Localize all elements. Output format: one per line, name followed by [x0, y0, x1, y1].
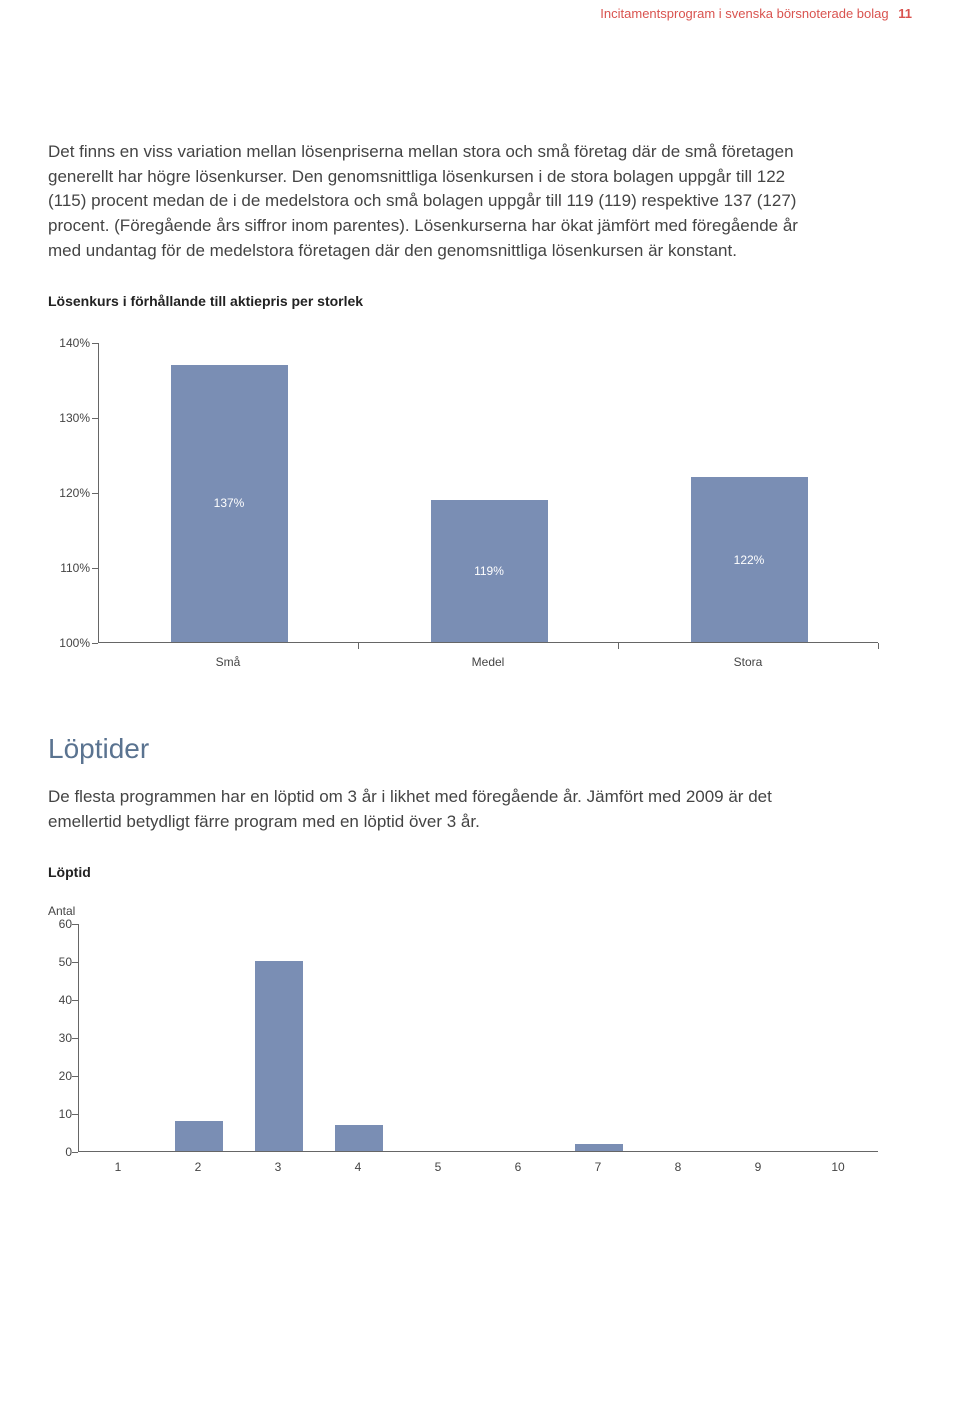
chart1-xtick-mark — [878, 643, 879, 649]
chart1-xtick-mark — [358, 643, 359, 649]
chart2-xlabel: 3 — [275, 1160, 282, 1174]
running-head: Incitamentsprogram i svenska börsnoterad… — [600, 6, 912, 21]
chart1-xlabel: Små — [216, 655, 241, 669]
chart1-bar: 122% — [691, 477, 808, 642]
paragraph-2: De flesta programmen har en löptid om 3 … — [48, 785, 808, 834]
chart2-ytick-label: 20 — [48, 1069, 72, 1083]
chart1-ytick-label: 140% — [48, 336, 90, 350]
chart1-bar-label: 119% — [431, 564, 548, 578]
paragraph-1: Det finns en viss variation mellan lösen… — [48, 140, 808, 263]
chart1-ytick-mark — [92, 343, 98, 344]
chart1-title: Lösenkurs i förhållande till aktiepris p… — [48, 293, 912, 309]
chart1-ytick-mark — [92, 568, 98, 569]
chart2-ytick-label: 30 — [48, 1031, 72, 1045]
chart1-xtick-mark — [618, 643, 619, 649]
chart1-bar-chart: 137% 119% 122% 100% 110% 120% 130% 140% Små Mede… — [48, 333, 888, 683]
chart2-ytick-label: 50 — [48, 955, 72, 969]
chart1-ytick-label: 100% — [48, 636, 90, 650]
chart2-bar-chart: Antal 0 10 20 30 40 50 60 1 2 3 4 5 6 7 8 9 10 — [48, 904, 888, 1184]
chart2-ytick-mark — [72, 962, 78, 963]
chart2-xlabel: 4 — [355, 1160, 362, 1174]
chart1-xlabel: Stora — [734, 655, 763, 669]
chart1-bar: 119% — [431, 500, 548, 643]
chart1-ytick-label: 120% — [48, 486, 90, 500]
chart1-bar-label: 122% — [691, 553, 808, 567]
chart2-ytick-mark — [72, 1076, 78, 1077]
chart2-ytick-mark — [72, 1000, 78, 1001]
chart1-ytick-label: 130% — [48, 411, 90, 425]
chart2-ytick-mark — [72, 1152, 78, 1153]
chart2-title: Löptid — [48, 864, 912, 880]
page-number: 11 — [898, 6, 912, 21]
chart1-ytick-mark — [92, 643, 98, 644]
chart2-ytick-label: 60 — [48, 917, 72, 931]
chart2-bar — [255, 961, 303, 1151]
chart1-plot-area: 137% 119% 122% — [98, 343, 878, 643]
chart2-ytick-mark — [72, 1038, 78, 1039]
chart2-plot-area — [78, 924, 878, 1152]
chart2-xlabel: 8 — [675, 1160, 682, 1174]
chart2-xlabel: 6 — [515, 1160, 522, 1174]
chart1-ytick-label: 110% — [48, 561, 90, 575]
chart2-xlabel: 7 — [595, 1160, 602, 1174]
chart1-bar: 137% — [171, 365, 288, 643]
chart2-xlabel: 1 — [115, 1160, 122, 1174]
section-heading-loptider: Löptider — [48, 733, 912, 765]
chart1-ytick-mark — [92, 418, 98, 419]
chart2-bar — [335, 1125, 383, 1152]
chart2-xlabel: 9 — [755, 1160, 762, 1174]
chart2-bar — [175, 1121, 223, 1151]
chart1-ytick-mark — [92, 493, 98, 494]
chart2-xlabel: 5 — [435, 1160, 442, 1174]
chart2-ytick-mark — [72, 1114, 78, 1115]
chart2-y-axis-label: Antal — [48, 904, 75, 918]
running-head-text: Incitamentsprogram i svenska börsnoterad… — [600, 6, 888, 21]
chart2-xlabel: 10 — [831, 1160, 844, 1174]
chart2-ytick-mark — [72, 924, 78, 925]
chart2-bar — [575, 1144, 623, 1152]
chart1-bar-label: 137% — [171, 496, 288, 510]
chart1-xlabel: Medel — [472, 655, 505, 669]
chart2-xlabel: 2 — [195, 1160, 202, 1174]
chart2-ytick-label: 40 — [48, 993, 72, 1007]
chart2-ytick-label: 10 — [48, 1107, 72, 1121]
chart2-ytick-label: 0 — [48, 1145, 72, 1159]
